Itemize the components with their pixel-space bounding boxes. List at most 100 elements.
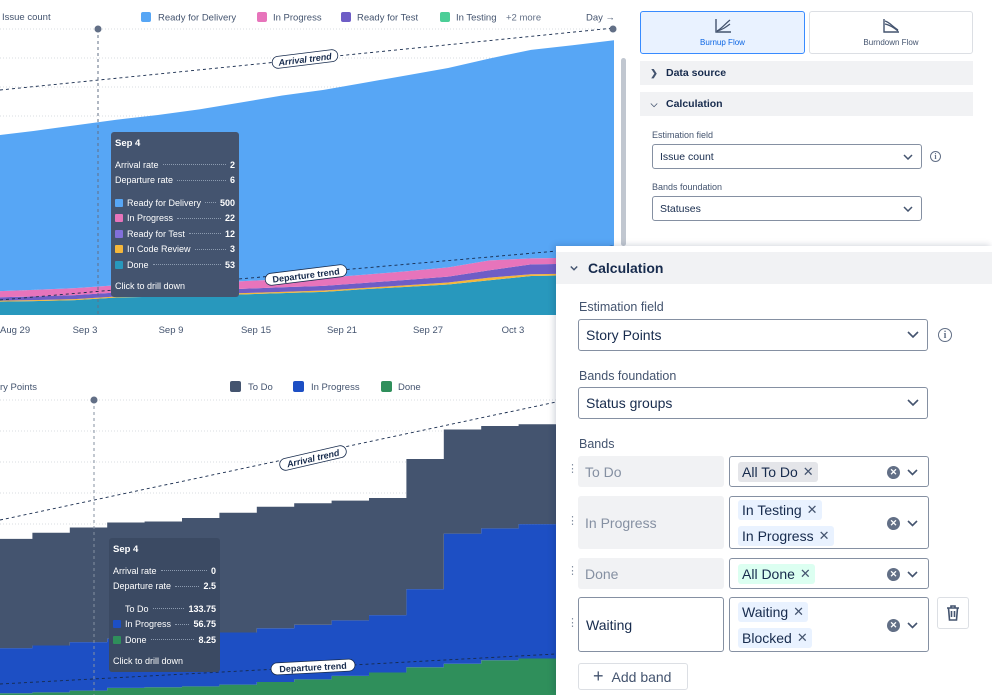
estimation-field-label: Estimation field xyxy=(579,300,664,314)
trash-icon xyxy=(947,605,959,621)
tooltip-row: Done 8.25 xyxy=(113,632,216,648)
remove-chip-icon[interactable]: ✕ xyxy=(796,630,808,645)
chevron-right-icon: ❯ xyxy=(650,67,658,78)
chart-tooltip[interactable]: Sep 4 Arrival rate 0 Departure rate 2.5 To… xyxy=(109,538,220,672)
estimation-field-select[interactable]: Issue count xyxy=(652,144,922,169)
chevron-down-icon xyxy=(907,331,919,339)
band-statuses-select[interactable]: In Testing ✕ In Progress ✕ ✕ xyxy=(729,496,929,549)
bands-foundation-label: Bands foundation xyxy=(579,369,677,383)
calculation-section[interactable]: Calculation xyxy=(556,252,992,284)
bands-foundation-select[interactable]: Status groups xyxy=(578,387,928,419)
add-band-label: Add band xyxy=(611,668,672,685)
band-statuses-select[interactable]: All Done ✕ ✕ xyxy=(729,558,929,589)
clear-icon[interactable]: ✕ xyxy=(887,466,900,479)
calculation-section[interactable]: ⌵ Calculation xyxy=(640,92,973,116)
x-tick-label: Aug 29 xyxy=(0,325,30,336)
tooltip-row: In Progress 56.75 xyxy=(113,617,216,633)
tooltip-drill-down[interactable]: Click to drill down xyxy=(115,280,186,291)
band-statuses-select[interactable]: Waiting ✕ Blocked ✕ ✕ xyxy=(729,597,929,652)
clear-icon[interactable]: ✕ xyxy=(887,619,900,632)
clear-icon[interactable]: ✕ xyxy=(887,568,900,581)
legend-more[interactable]: +2 more xyxy=(506,13,541,24)
area-ready-for-test xyxy=(0,263,614,301)
tooltip-arrival-row: Arrival rate 2 xyxy=(115,159,235,170)
legend-label-done: Done xyxy=(398,382,421,393)
arrival-trend-line xyxy=(0,401,556,521)
drag-handle-icon[interactable]: ⋮⋮ xyxy=(567,462,588,475)
chevron-down-icon xyxy=(570,265,578,271)
drag-handle-icon[interactable]: ⋮⋮ xyxy=(567,616,588,629)
tooltip-row: Ready for Test 12 xyxy=(115,226,235,242)
drag-handle-icon[interactable]: ⋮⋮ xyxy=(567,514,588,527)
tooltip-title: Sep 4 xyxy=(115,138,141,149)
chart-tooltip[interactable]: Sep 4 Arrival rate 2 Departure rate 6 Read… xyxy=(111,132,239,297)
section-title: Calculation xyxy=(588,260,664,276)
data-source-section[interactable]: ❯ Data source xyxy=(640,61,973,85)
tooltip-row: Done 53 xyxy=(115,257,235,273)
arrival-trend-tag: Arrival trend xyxy=(271,49,339,69)
burndown-flow-button[interactable]: Burndown Flow xyxy=(809,11,973,54)
drag-handle-icon[interactable]: ⋮⋮ xyxy=(567,564,588,577)
remove-chip-icon[interactable]: ✕ xyxy=(806,502,818,517)
plus-icon: + xyxy=(593,666,604,686)
y-axis-label: ry Points xyxy=(0,382,37,393)
burnup-icon xyxy=(714,19,731,33)
remove-chip-icon[interactable]: ✕ xyxy=(799,566,811,581)
chevron-down-icon xyxy=(903,153,913,160)
status-chip: All To Do ✕ xyxy=(738,462,818,482)
info-icon[interactable]: i xyxy=(938,328,952,342)
x-tick-label: Sep 15 xyxy=(241,325,271,336)
tooltip-row: In Code Review 3 xyxy=(115,242,235,258)
story-points-chart[interactable]: Arrival trend Departure trend ry Points … xyxy=(0,372,556,695)
delete-band-button[interactable] xyxy=(937,597,969,629)
burndown-icon xyxy=(883,19,899,33)
info-icon[interactable]: i xyxy=(930,151,941,162)
status-chip: All Done ✕ xyxy=(738,564,815,584)
remove-chip-icon[interactable]: ✕ xyxy=(818,528,830,543)
legend-label-ready-for-delivery: Ready for Delivery xyxy=(158,13,236,24)
add-band-button[interactable]: + Add band xyxy=(578,663,688,690)
status-chip: In Progress ✕ xyxy=(738,526,834,546)
bands-label: Bands xyxy=(579,437,615,451)
legend-label-in-testing: In Testing xyxy=(456,13,497,24)
x-tick-label: Sep 3 xyxy=(73,325,98,336)
chevron-down-icon[interactable] xyxy=(907,520,918,527)
estimation-field-label: Estimation field xyxy=(652,130,714,140)
tooltip-row: In Progress 22 xyxy=(115,211,235,227)
burnup-flow-button[interactable]: Burnup Flow xyxy=(640,11,805,54)
x-tick-label: Sep 27 xyxy=(413,325,443,336)
chevron-down-icon[interactable] xyxy=(907,571,918,578)
band-name-to-do: To Do xyxy=(578,456,724,487)
departure-trend-tag: Departure trend xyxy=(270,658,356,676)
tooltip-drill-down[interactable]: Click to drill down xyxy=(113,655,184,666)
chart-areas[interactable] xyxy=(0,422,556,695)
remove-chip-icon[interactable]: ✕ xyxy=(793,604,805,619)
x-axis-ticks: Aug 29 Sep 3 Sep 9 Sep 15 Sep 21 Sep 27 Oct 3 xyxy=(0,325,524,336)
legend-label-in-progress: In Progress xyxy=(311,382,360,393)
legend-label-to-do: To Do xyxy=(248,382,273,393)
tooltip-arrival-row: Arrival rate 0 xyxy=(113,565,216,576)
chevron-down-icon: ⌵ xyxy=(650,98,658,109)
band-name-input[interactable]: Waiting xyxy=(578,597,724,652)
status-chip: Blocked ✕ xyxy=(738,628,812,648)
issue-count-chart[interactable]: Arrival trend Departure trend Issue coun… xyxy=(0,0,627,345)
chevron-down-icon[interactable] xyxy=(907,622,918,629)
section-title: Data source xyxy=(666,67,727,79)
legend-swatch-ready-for-delivery xyxy=(141,12,151,22)
scrollbar-thumb[interactable] xyxy=(621,58,626,246)
bands-foundation-select[interactable]: Statuses xyxy=(652,196,922,221)
remove-chip-icon[interactable]: ✕ xyxy=(802,464,814,479)
clear-icon[interactable]: ✕ xyxy=(887,517,900,530)
day-axis-toggle[interactable]: Day → xyxy=(586,13,615,24)
area-done xyxy=(0,274,614,315)
band-statuses-select[interactable]: All To Do ✕ ✕ xyxy=(729,456,929,487)
estimation-field-select[interactable]: Story Points xyxy=(578,319,928,351)
band-name-done: Done xyxy=(578,558,724,589)
x-tick-label: Sep 21 xyxy=(327,325,357,336)
status-chip: Waiting ✕ xyxy=(738,602,809,622)
chevron-down-icon[interactable] xyxy=(907,469,918,476)
hover-point xyxy=(90,396,98,404)
x-tick-label: Oct 3 xyxy=(502,325,525,336)
burndown-label: Burndown Flow xyxy=(863,38,919,47)
tooltip-departure-row: Departure rate 6 xyxy=(115,175,235,186)
